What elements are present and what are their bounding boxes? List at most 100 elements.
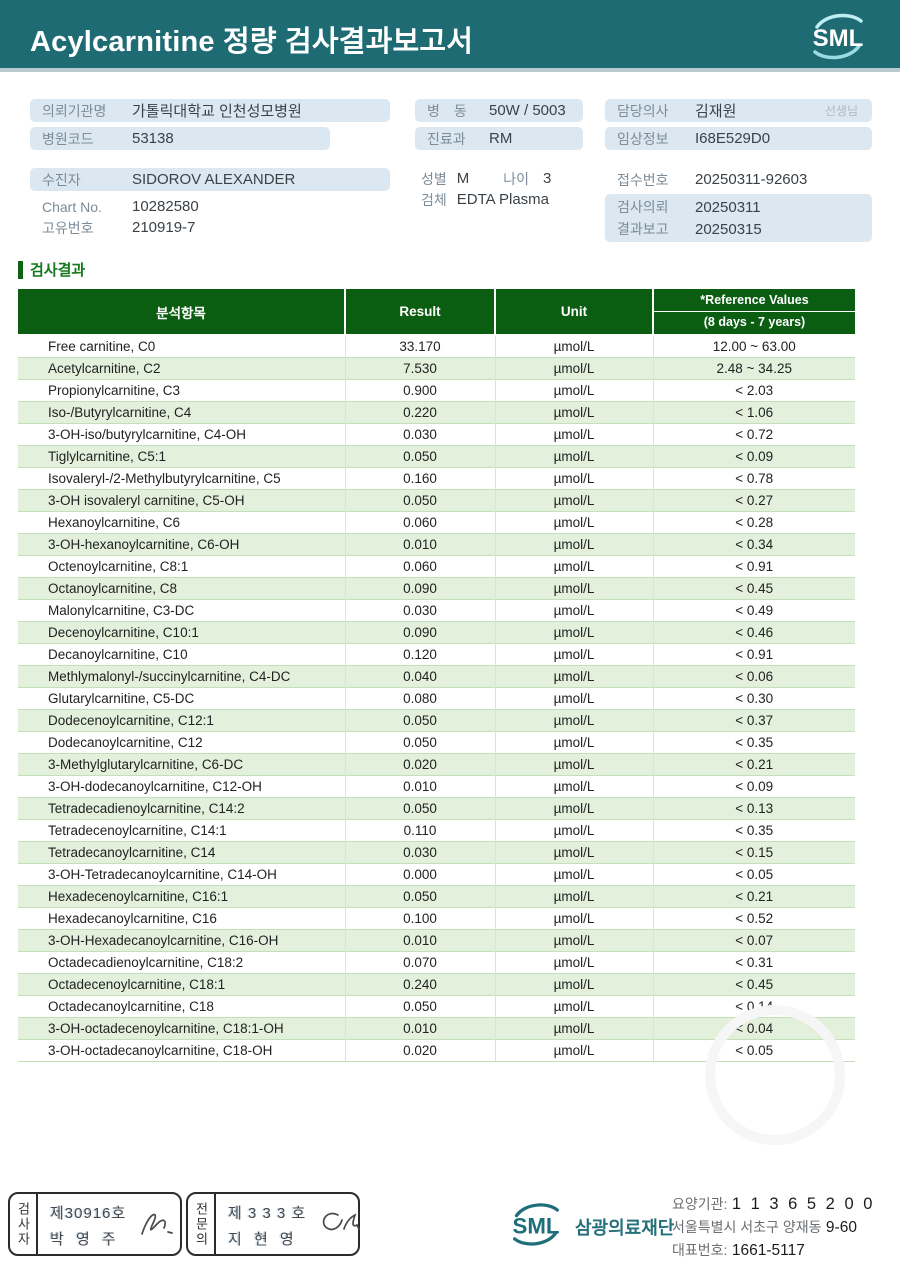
- analyte-name-cell: Free carnitine, C0: [18, 334, 345, 358]
- info-ward-block: 병 동 50W / 5003 진료과 RM: [415, 99, 583, 155]
- reference-header-line2: (8 days - 7 years): [703, 315, 806, 329]
- section-title: 검사결과: [30, 262, 86, 279]
- specialist-signature-icon: [316, 1208, 362, 1247]
- analyte-name-cell: Dodecanoylcarnitine, C12: [18, 731, 345, 754]
- table-row: Malonylcarnitine, C3-DC 0.030 µmol/L < 0…: [18, 599, 855, 622]
- ward-value: 50W / 5003: [489, 102, 566, 119]
- result-cell: 0.160: [344, 467, 495, 490]
- unit-cell: µmol/L: [494, 423, 653, 446]
- table-row: Octanoylcarnitine, C8 0.090 µmol/L < 0.4…: [18, 577, 855, 600]
- unit-cell: µmol/L: [494, 731, 653, 754]
- sex-label: 성별: [421, 170, 447, 187]
- table-row: Hexadecanoylcarnitine, C16 0.100 µmol/L …: [18, 907, 855, 930]
- table-row: Octadecadienoylcarnitine, C18:2 0.070 µm…: [18, 951, 855, 974]
- clinical-value: I68E529D0: [695, 130, 771, 147]
- result-cell: 0.010: [344, 929, 495, 952]
- table-row: 3-Methylglutarylcarnitine, C6-DC 0.020 µ…: [18, 753, 855, 776]
- info-sex-age: 성별 M 나이 3: [415, 168, 605, 189]
- result-cell: 0.070: [344, 951, 495, 974]
- contact-address: 서울특별시 서초구 양재동: [672, 1219, 822, 1235]
- table-row: 3-OH-hexanoylcarnitine, C6-OH 0.010 µmol…: [18, 533, 855, 556]
- reference-cell: < 0.45: [652, 973, 855, 996]
- examiner-cert-number: 제30916호: [50, 1205, 127, 1222]
- analyte-name-cell: 3-Methylglutarylcarnitine, C6-DC: [18, 753, 345, 776]
- unit-cell: µmol/L: [494, 797, 653, 820]
- reference-cell: < 0.52: [652, 907, 855, 930]
- ward-label: 병 동: [427, 102, 467, 119]
- unit-cell: µmol/L: [494, 467, 653, 490]
- unit-cell: µmol/L: [494, 489, 653, 512]
- contact-address-number: 9-60: [825, 1219, 857, 1236]
- unit-cell: µmol/L: [494, 533, 653, 556]
- analyte-name-cell: Octadecadienoylcarnitine, C18:2: [18, 951, 345, 974]
- reference-cell: < 0.15: [652, 841, 855, 864]
- contact-tel-line: 대표번호: 1661-5117: [672, 1239, 875, 1262]
- footer-org-name: 삼광의료재단: [575, 1217, 675, 1238]
- examiner-role-label: 검사자: [10, 1194, 38, 1254]
- reference-cell: < 0.91: [652, 555, 855, 578]
- unit-cell: µmol/L: [494, 973, 653, 996]
- reference-cell: < 0.35: [652, 731, 855, 754]
- table-row: Iso-/Butyrylcarnitine, C4 0.220 µmol/L <…: [18, 401, 855, 424]
- result-cell: 0.120: [344, 643, 495, 666]
- analyte-name-cell: Decenoylcarnitine, C10:1: [18, 621, 345, 644]
- table-row: 3-OH-octadecanoylcarnitine, C18-OH 0.020…: [18, 1039, 855, 1062]
- clinical-label: 임상정보: [617, 130, 669, 147]
- result-cell: 7.530: [344, 357, 495, 380]
- result-cell: 0.010: [344, 775, 495, 798]
- reference-cell: < 0.31: [652, 951, 855, 974]
- reference-cell: < 0.06: [652, 665, 855, 688]
- col-header-result: Result: [344, 289, 495, 336]
- analyte-name-cell: Decanoylcarnitine, C10: [18, 643, 345, 666]
- table-row: Glutarylcarnitine, C5-DC 0.080 µmol/L < …: [18, 687, 855, 710]
- uid-label: 고유번호: [42, 219, 94, 236]
- reference-cell: < 0.34: [652, 533, 855, 556]
- table-row: Isovaleryl-/2-Methylbutyrylcarnitine, C5…: [18, 467, 855, 490]
- analyte-name-cell: Tetradecanoylcarnitine, C14: [18, 841, 345, 864]
- dept-label: 진료과: [427, 130, 466, 147]
- contact-org-number: 1 1 3 6 5 2 0 0: [731, 1195, 875, 1213]
- result-cell: 0.050: [344, 885, 495, 908]
- chart-no-value: 10282580: [132, 198, 199, 215]
- table-row: 3-OH-iso/butyrylcarnitine, C4-OH 0.030 µ…: [18, 423, 855, 446]
- table-row: Tiglylcarnitine, C5:1 0.050 µmol/L < 0.0…: [18, 445, 855, 468]
- results-table-header-row: 분석항목 Result Unit *Reference Values (8 da…: [18, 289, 855, 336]
- result-cell: 0.000: [344, 863, 495, 886]
- unit-cell: µmol/L: [494, 555, 653, 578]
- table-row: 3-OH isovaleryl carnitine, C5-OH 0.050 µ…: [18, 489, 855, 512]
- unit-cell: µmol/L: [494, 841, 653, 864]
- info-patient: 수진자 SIDOROV ALEXANDER: [30, 168, 390, 191]
- analyte-name-cell: Tetradecenoylcarnitine, C14:1: [18, 819, 345, 842]
- reference-cell: < 0.46: [652, 621, 855, 644]
- result-cell: 0.030: [344, 423, 495, 446]
- col-header-reference: *Reference Values (8 days - 7 years): [652, 289, 855, 336]
- unit-cell: µmol/L: [494, 819, 653, 842]
- table-row: 3-OH-Hexadecanoylcarnitine, C16-OH 0.010…: [18, 929, 855, 952]
- org-label: 의뢰기관명: [42, 102, 107, 119]
- contact-address-line: 서울특별시 서초구 양재동 9-60: [672, 1216, 875, 1239]
- reference-cell: < 0.28: [652, 511, 855, 534]
- analyte-name-cell: Octadecenoylcarnitine, C18:1: [18, 973, 345, 996]
- col-header-analyte: 분석항목: [18, 289, 345, 336]
- analyte-name-cell: Octanoylcarnitine, C8: [18, 577, 345, 600]
- result-cell: 33.170: [344, 334, 495, 358]
- table-row: Dodecenoylcarnitine, C12:1 0.050 µmol/L …: [18, 709, 855, 732]
- unit-cell: µmol/L: [494, 621, 653, 644]
- request-date-value: 20250311: [695, 198, 761, 216]
- result-cell: 0.010: [344, 1017, 495, 1040]
- result-cell: 0.050: [344, 731, 495, 754]
- unit-cell: µmol/L: [494, 863, 653, 886]
- reference-cell: < 0.49: [652, 599, 855, 622]
- reference-cell: < 0.45: [652, 577, 855, 600]
- reference-header-line1: *Reference Values: [654, 290, 855, 312]
- examiner-stamp: 검사자 제30916호 박 영 주: [8, 1192, 182, 1256]
- request-date-label: 검사의뢰: [617, 199, 669, 215]
- examiner-signature-icon: [138, 1208, 184, 1247]
- specialist-role-label: 전문의: [188, 1194, 216, 1254]
- reference-cell: < 0.30: [652, 687, 855, 710]
- unit-cell: µmol/L: [494, 445, 653, 468]
- result-cell: 0.090: [344, 621, 495, 644]
- specialist-cert-number: 제 3 3 3 호: [228, 1205, 307, 1222]
- info-sex-specimen-block: 성별 M 나이 3 검체 EDTA Plasma: [415, 168, 605, 210]
- contact-tel-label: 대표번호:: [672, 1242, 728, 1258]
